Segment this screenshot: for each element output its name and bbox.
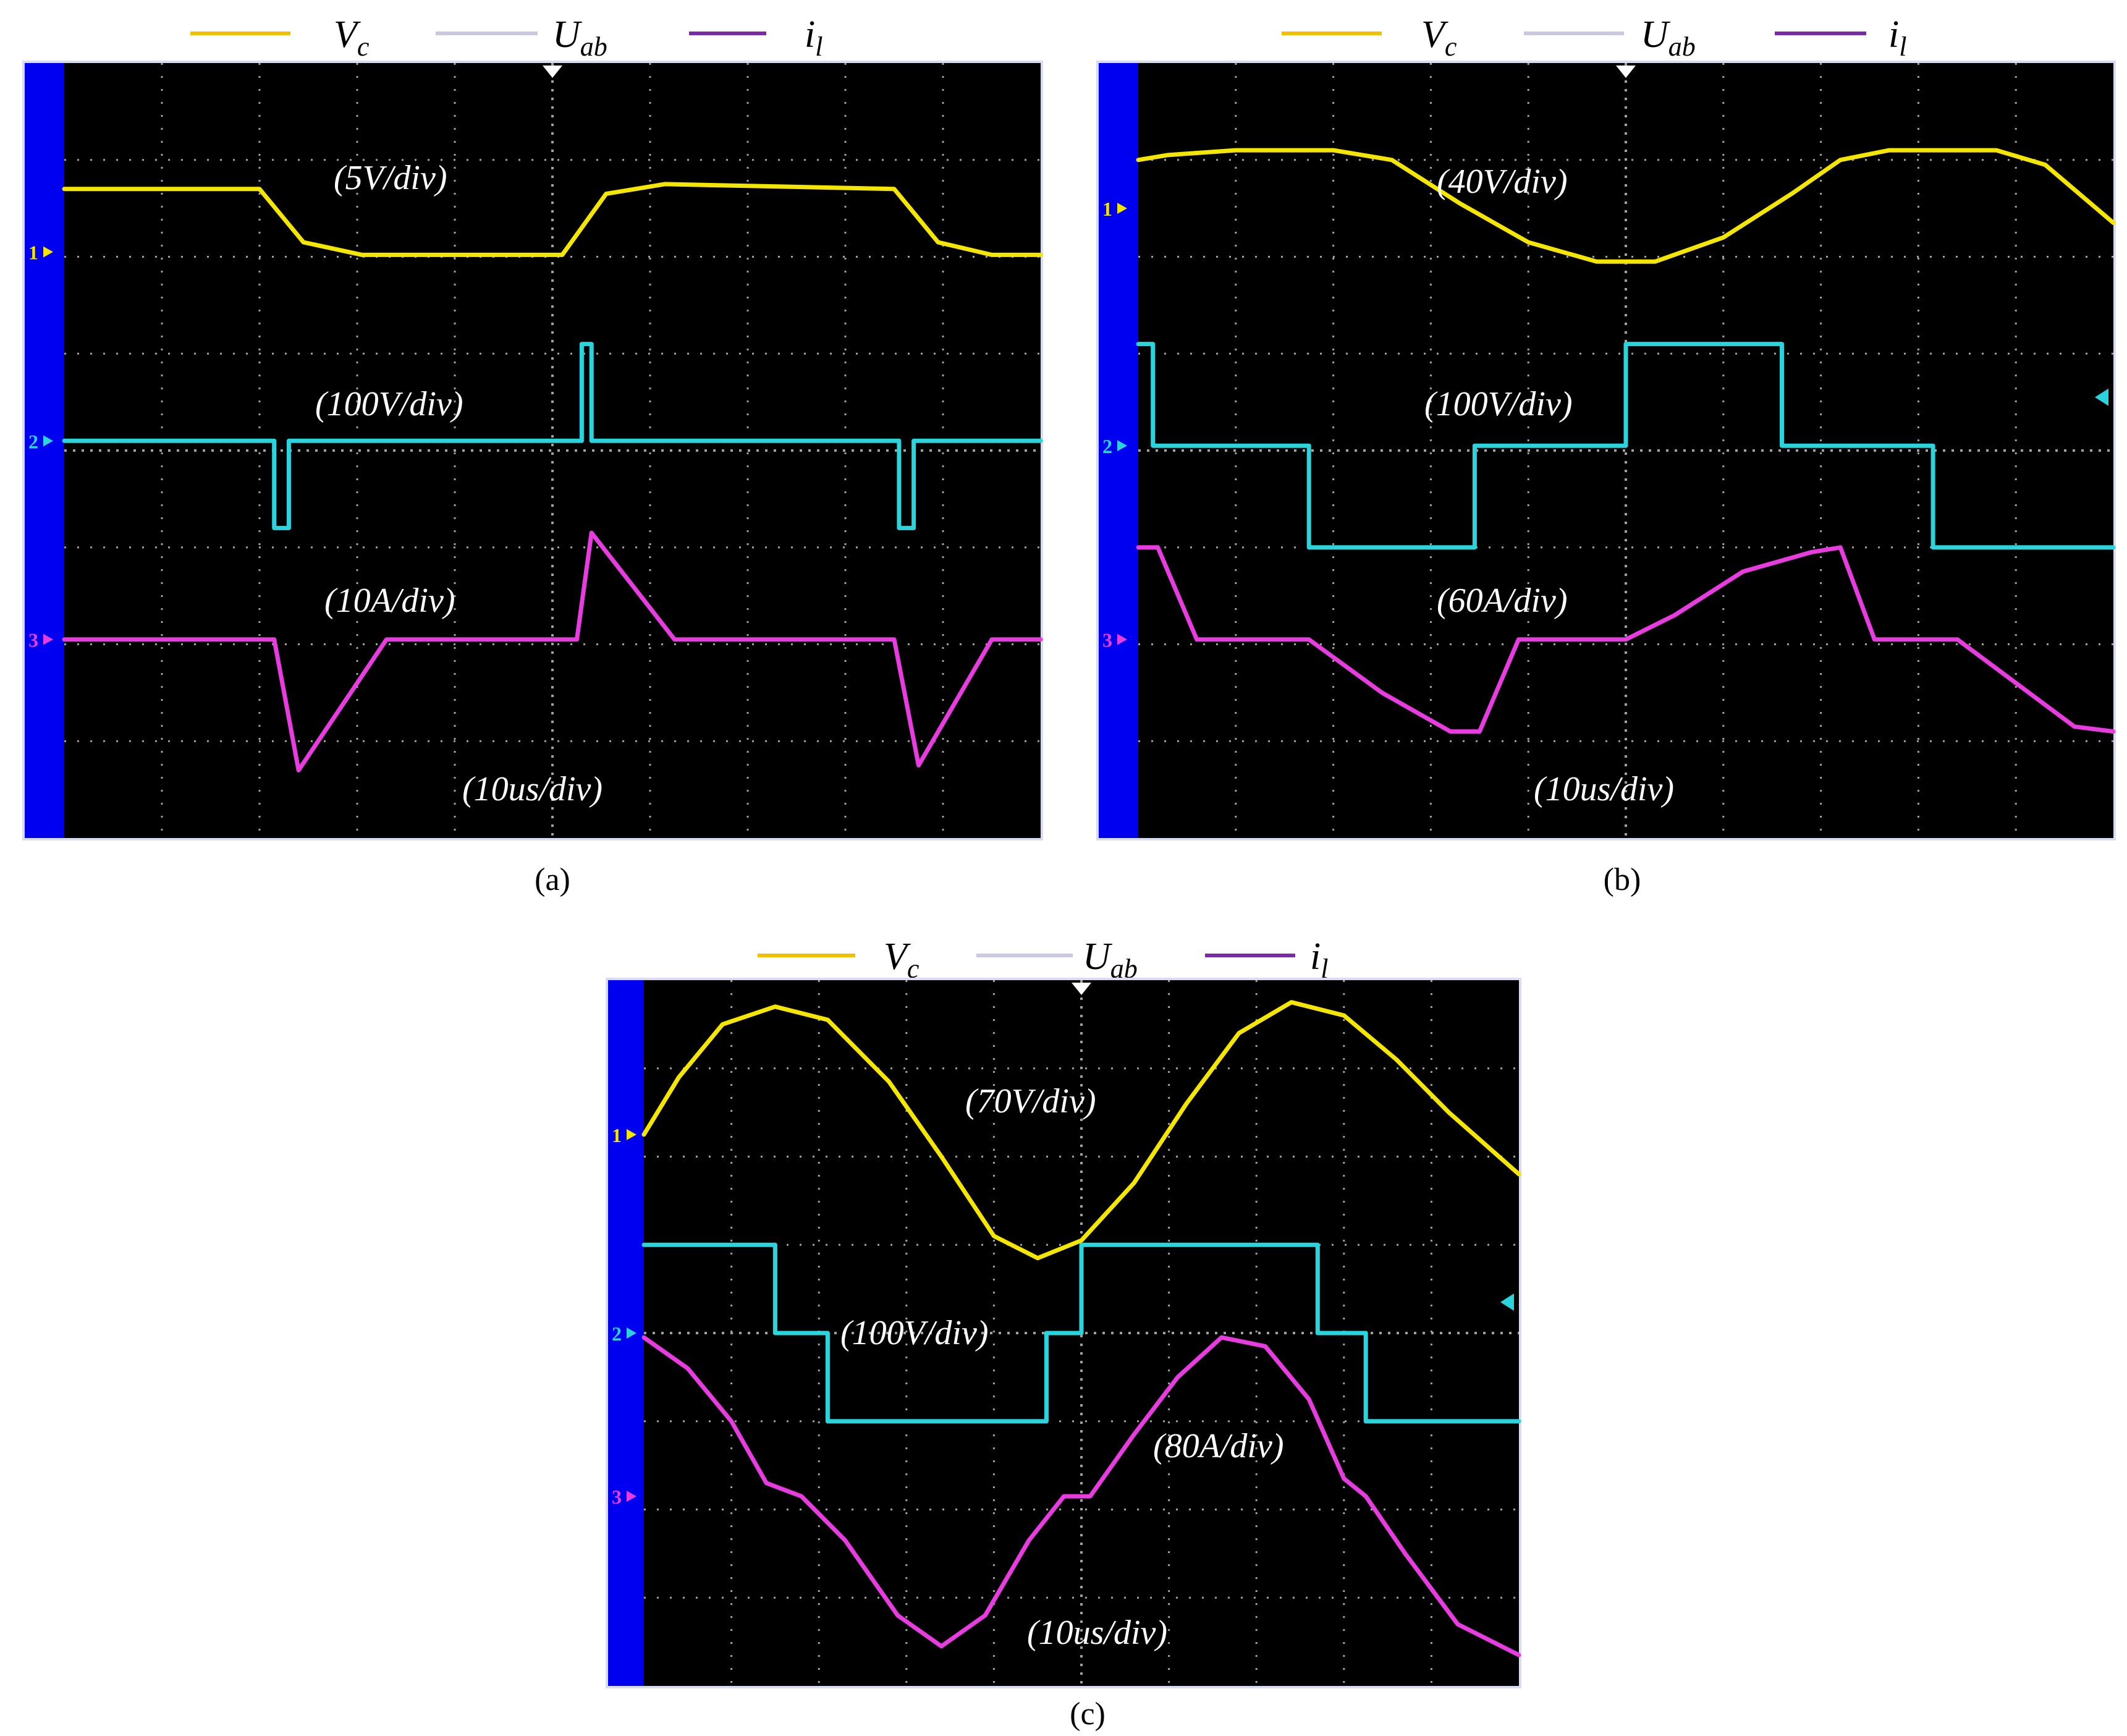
legend-b: Vc Uab il [1282,14,1906,62]
channel-3-marker: 3 [612,1486,622,1508]
scope-c-uab-scale: (100V/div) [840,1314,988,1352]
legend-a-vc-label: Vc [334,14,370,62]
scope-a-il-scale: (10A/div) [324,582,455,620]
channel-arrow-icon [1117,440,1127,452]
trace-il [641,1335,1521,1658]
scope-c-markers: 1 2 3 [612,983,1514,1508]
trace-uab [1136,342,2116,550]
scope-a-grid [64,63,1041,838]
channel-arrow-icon [627,1491,636,1502]
scope-panel-c: 1 2 3 (70V/div) (100V/div) (80A/div) (10us… [606,978,1521,1732]
trace-uab [641,1242,1521,1424]
scope-c-time-scale: (10us/div) [1027,1614,1167,1652]
channel-1-marker: 1 [28,242,38,264]
legend-b-vc-label: Vc [1421,14,1457,62]
caption-b: (b) [1604,862,1641,897]
legend-c-vc-label: Vc [884,936,920,984]
channel-3-marker: 3 [1102,629,1112,651]
trigger-marker-icon [1072,983,1091,995]
trace-vc [1136,148,2116,264]
scope-b-vc-scale: (40V/div) [1437,163,1567,201]
scope-c-il-scale: (80A/div) [1153,1427,1283,1465]
scope-b-traces [1136,148,2116,734]
legend-c: Vc Uab il [758,936,1328,984]
legend-b-uab-label: Uab [1641,14,1696,62]
trace-il [1136,545,2116,734]
reference-arrow-icon [1500,1294,1514,1311]
scope-a-traces [62,182,1043,773]
caption-a: (a) [535,862,570,897]
trigger-marker-icon [543,66,562,78]
scope-a-time-scale: (10us/div) [462,770,603,808]
trace-vc [62,182,1043,257]
scope-panel-a: 1 2 3 (5V/div) (100V/div) (10A/div) (10us/… [22,61,1043,897]
trigger-marker-icon [1616,66,1636,78]
channel-2-marker: 2 [28,430,38,452]
scope-a-side-bar [25,63,64,838]
legend-a-il-label: il [805,14,822,62]
scope-b-uab-scale: (100V/div) [1424,385,1572,423]
channel-arrow-icon [43,246,53,258]
scope-c-traces [641,1000,1521,1658]
trace-il [62,530,1043,773]
legend-c-uab-label: Uab [1083,936,1138,984]
legend-a: Vc Uab il [190,14,822,62]
scope-a-markers: 1 2 3 [28,66,562,651]
scope-c-vc-scale: (70V/div) [965,1082,1096,1120]
channel-arrow-icon [627,1327,636,1339]
channel-1-marker: 1 [612,1124,622,1146]
channel-3-marker: 3 [28,629,38,651]
scope-panel-b: 1 2 3 (40V/div) (100V/div) (60A/div) (10us… [1096,61,2116,897]
caption-c: (c) [1070,1696,1106,1732]
channel-2-marker: 2 [612,1323,622,1345]
scope-b-markers: 1 2 3 [1102,66,2108,651]
trace-uab [62,342,1043,530]
channel-arrow-icon [1117,633,1127,645]
legend-a-uab-label: Uab [552,14,607,62]
channel-arrow-icon [43,633,53,645]
legend-b-il-label: il [1888,14,1906,62]
trace-vc [641,1000,1521,1261]
scope-b-time-scale: (10us/div) [1534,770,1674,808]
scope-a-uab-scale: (100V/div) [315,385,463,423]
channel-arrow-icon [1117,203,1127,214]
scope-b-il-scale: (60A/div) [1437,582,1567,620]
scope-a-vc-scale: (5V/div) [334,159,447,197]
scope-c-side-bar [608,980,644,1686]
reference-arrow-icon [2095,388,2108,406]
channel-1-marker: 1 [1102,198,1112,220]
legend-c-il-label: il [1310,936,1328,984]
channel-arrow-icon [43,435,53,447]
channel-arrow-icon [627,1128,636,1140]
channel-2-marker: 2 [1102,435,1112,457]
scope-b-screen [1138,63,2113,838]
